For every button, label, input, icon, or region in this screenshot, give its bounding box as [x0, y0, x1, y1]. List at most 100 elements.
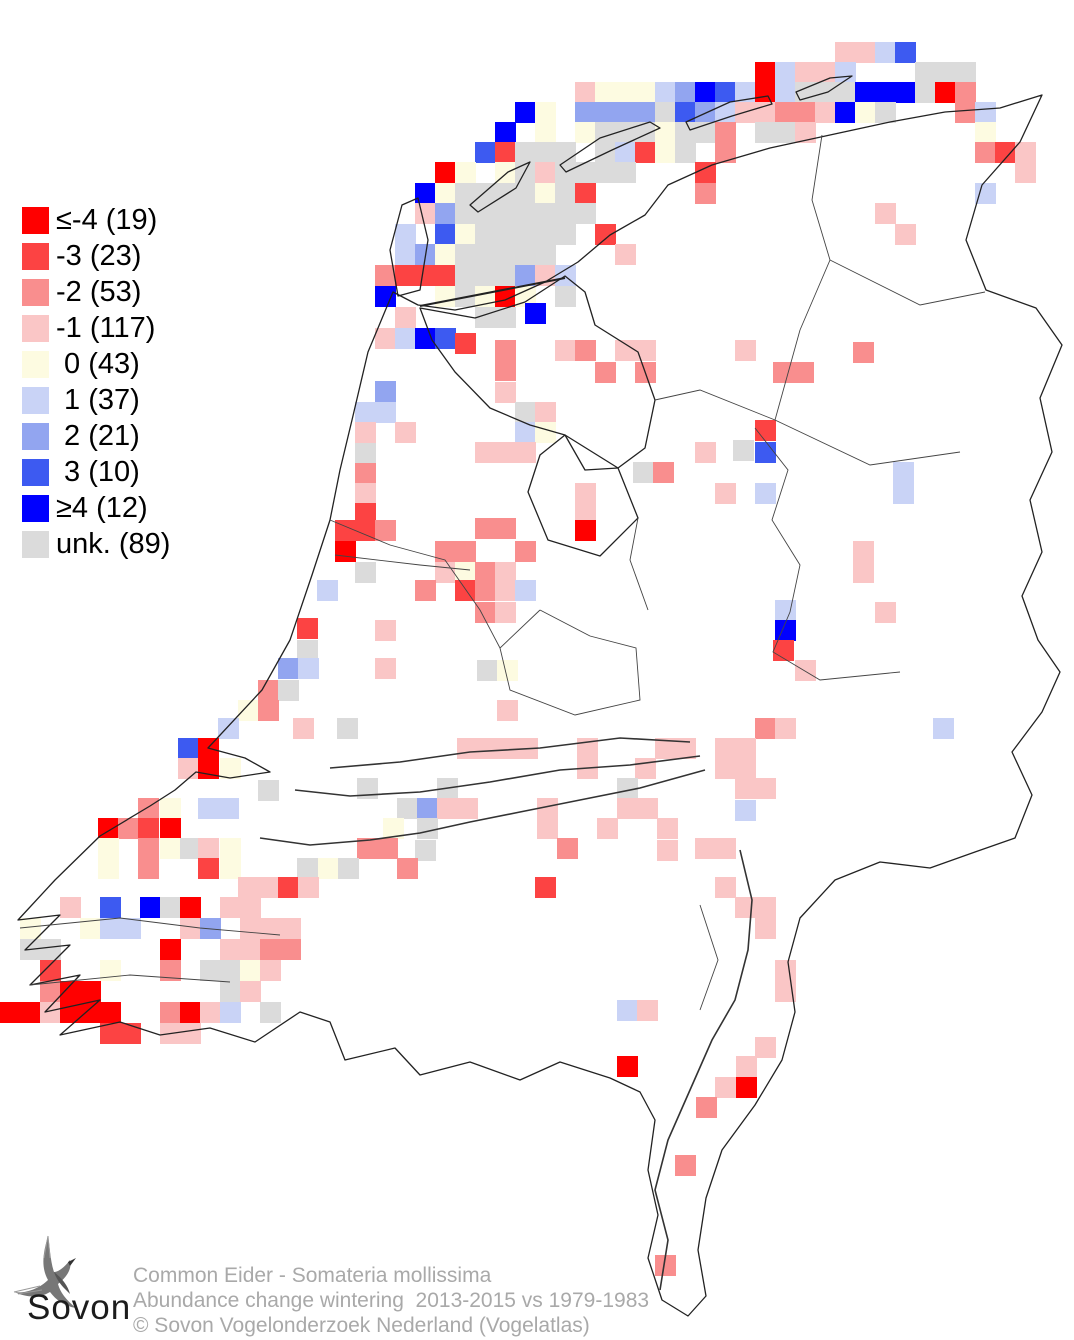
grid-cell	[160, 798, 181, 819]
grid-cell	[635, 82, 656, 103]
grid-cell	[495, 183, 516, 204]
grid-cell	[198, 858, 219, 879]
grid-cell	[475, 518, 496, 539]
grid-cell	[495, 122, 516, 143]
grid-cell	[455, 203, 476, 224]
grid-cell	[655, 1255, 676, 1276]
grid-cell	[435, 265, 456, 286]
grid-cell	[715, 738, 736, 759]
grid-cell	[736, 1077, 757, 1098]
grid-cell	[477, 738, 498, 759]
grid-cell	[415, 840, 436, 861]
grid-cell	[835, 82, 856, 103]
rivers	[259, 737, 753, 1291]
legend-item-unk: unk. (89)	[22, 526, 170, 562]
grid-cell	[280, 918, 301, 939]
legend-label-0: 0 (43)	[56, 348, 140, 380]
grid-cell	[240, 960, 261, 981]
grid-cell	[515, 265, 536, 286]
grid-cell	[375, 381, 396, 402]
grid-cell	[595, 224, 616, 245]
grid-cell	[455, 580, 476, 601]
grid-cell	[180, 838, 201, 859]
grid-cell	[735, 340, 756, 361]
grid-cell	[657, 840, 678, 861]
grid-cell	[795, 62, 816, 83]
grid-cell	[655, 738, 676, 759]
map-legend: ≤-4 (19) -3 (23) -2 (53) -1 (117) 0 (43) 1 …	[22, 202, 170, 562]
grid-cell	[435, 328, 456, 349]
grid-cell	[975, 142, 996, 163]
grid-cell	[475, 142, 496, 163]
grid-cell	[575, 203, 596, 224]
grid-cell	[40, 981, 61, 1002]
grid-cell	[415, 328, 436, 349]
caption-species: Common Eider - Somateria mollissima	[133, 1264, 492, 1287]
grid-cell	[535, 244, 556, 265]
grid-cells-layer	[0, 42, 1036, 1276]
grid-cell	[455, 541, 476, 562]
grid-cell	[875, 42, 896, 63]
grid-cell	[100, 1002, 121, 1023]
grid-cell	[238, 700, 259, 721]
grid-cell	[375, 328, 396, 349]
grid-cell	[775, 62, 796, 83]
grid-cell	[615, 162, 636, 183]
legend-item-2: 2 (21)	[22, 418, 170, 454]
grid-cell	[397, 858, 418, 879]
grid-cell	[260, 918, 281, 939]
grid-cell	[220, 981, 241, 1002]
grid-cell	[355, 562, 376, 583]
grid-cell	[755, 122, 776, 143]
grid-cell	[20, 1002, 41, 1023]
grid-cell	[853, 342, 874, 363]
grid-cell	[735, 778, 756, 799]
grid-cell	[695, 183, 716, 204]
grid-cell	[515, 183, 536, 204]
grid-cell	[655, 142, 676, 163]
grid-cell	[635, 142, 656, 163]
grid-cell	[575, 122, 596, 143]
grid-cell	[338, 858, 359, 879]
grid-cell	[715, 142, 736, 163]
grid-cell	[397, 798, 418, 819]
grid-cell	[715, 82, 736, 103]
grid-cell	[60, 981, 81, 1002]
grid-cell	[617, 1000, 638, 1021]
grid-cell	[455, 183, 476, 204]
grid-cell	[160, 838, 181, 859]
grid-cell	[178, 738, 199, 759]
grid-cell	[335, 520, 356, 541]
grid-cell	[515, 422, 536, 443]
grid-cell	[278, 658, 299, 679]
grid-cell	[198, 838, 219, 859]
grid-cell	[138, 838, 159, 859]
grid-cell	[337, 718, 358, 739]
grid-cell	[515, 162, 536, 183]
grid-cell	[795, 660, 816, 681]
grid-cell	[415, 203, 436, 224]
province-borders	[19, 134, 986, 1011]
grid-cell	[695, 838, 716, 859]
grid-cell	[835, 42, 856, 63]
grid-cell	[595, 102, 616, 123]
grid-cell	[895, 224, 916, 245]
grid-cell	[435, 203, 456, 224]
grid-cell	[795, 102, 816, 123]
grid-cell	[293, 718, 314, 739]
grid-cell	[220, 897, 241, 918]
grid-cell	[617, 1056, 638, 1077]
grid-cell	[515, 102, 536, 123]
grid-cell	[495, 562, 516, 583]
grid-cell	[875, 102, 896, 123]
grid-cell	[258, 780, 279, 801]
grid-cell	[875, 602, 896, 623]
grid-cell	[695, 162, 716, 183]
grid-cell	[955, 62, 976, 83]
grid-cell	[515, 244, 536, 265]
grid-cell	[855, 42, 876, 63]
grid-cell	[477, 660, 498, 681]
legend-label--2: -2 (53)	[56, 276, 142, 308]
grid-cell	[955, 102, 976, 123]
grid-cell	[675, 142, 696, 163]
